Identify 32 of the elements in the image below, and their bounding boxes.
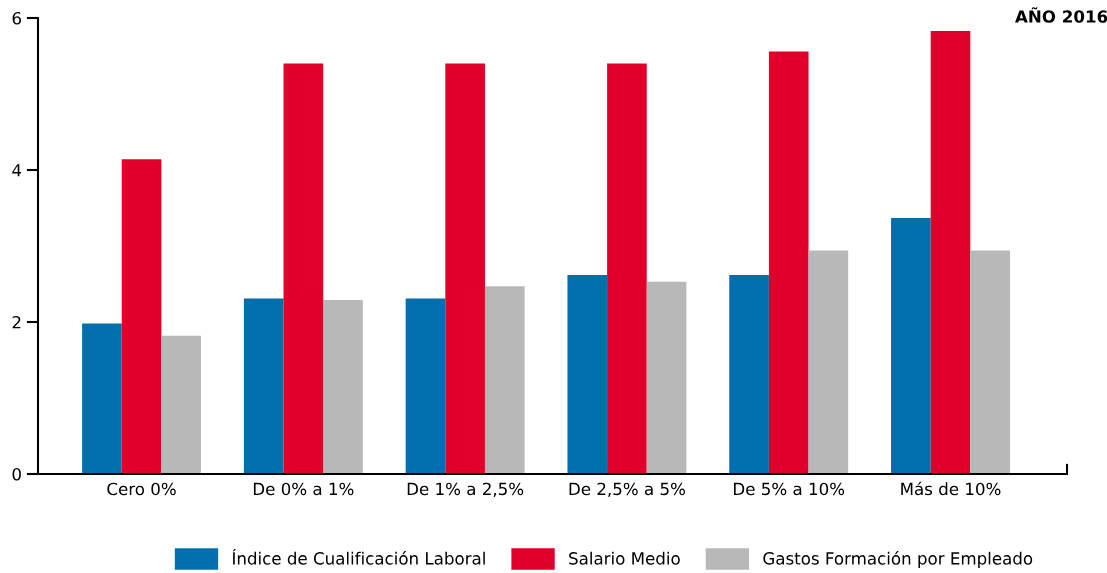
x-tick-label: Más de 10% bbox=[901, 481, 1001, 496]
x-tick-label: De 0% a 1% bbox=[253, 482, 354, 496]
bar bbox=[891, 217, 931, 474]
bar bbox=[646, 281, 687, 474]
y-tick-label: 0 bbox=[12, 467, 21, 481]
bar bbox=[243, 298, 284, 474]
x-tick-label: De 5% a 10% bbox=[734, 482, 845, 496]
bar bbox=[121, 159, 162, 474]
bar bbox=[405, 298, 446, 474]
chart-title: AÑO 2016 bbox=[1015, 7, 1107, 23]
bar bbox=[567, 274, 608, 474]
bar bbox=[808, 250, 849, 474]
y-tick-label: 4 bbox=[12, 164, 22, 177]
bar bbox=[607, 63, 647, 474]
bar bbox=[729, 274, 769, 474]
x-tick-label: Cero 0% bbox=[107, 482, 176, 496]
bar bbox=[161, 335, 202, 474]
bar bbox=[930, 30, 971, 474]
bar bbox=[768, 51, 809, 474]
bar bbox=[283, 63, 324, 474]
legend-label: Índice de Cualificación Laboral bbox=[232, 549, 485, 565]
bar bbox=[970, 250, 1010, 474]
bar bbox=[484, 286, 525, 474]
bar bbox=[82, 323, 122, 474]
bar bbox=[445, 63, 485, 474]
bar bbox=[323, 299, 363, 474]
x-tick-label: De 2,5% a 5% bbox=[569, 482, 685, 497]
y-tick-label: 2 bbox=[12, 315, 21, 329]
x-tick-label: De 1% a 2,5% bbox=[407, 482, 524, 497]
legend-label: Gastos Formación por Empleado bbox=[763, 551, 1033, 568]
legend-label: Salario Medio bbox=[569, 551, 680, 565]
y-tick-label: 6 bbox=[12, 11, 21, 25]
